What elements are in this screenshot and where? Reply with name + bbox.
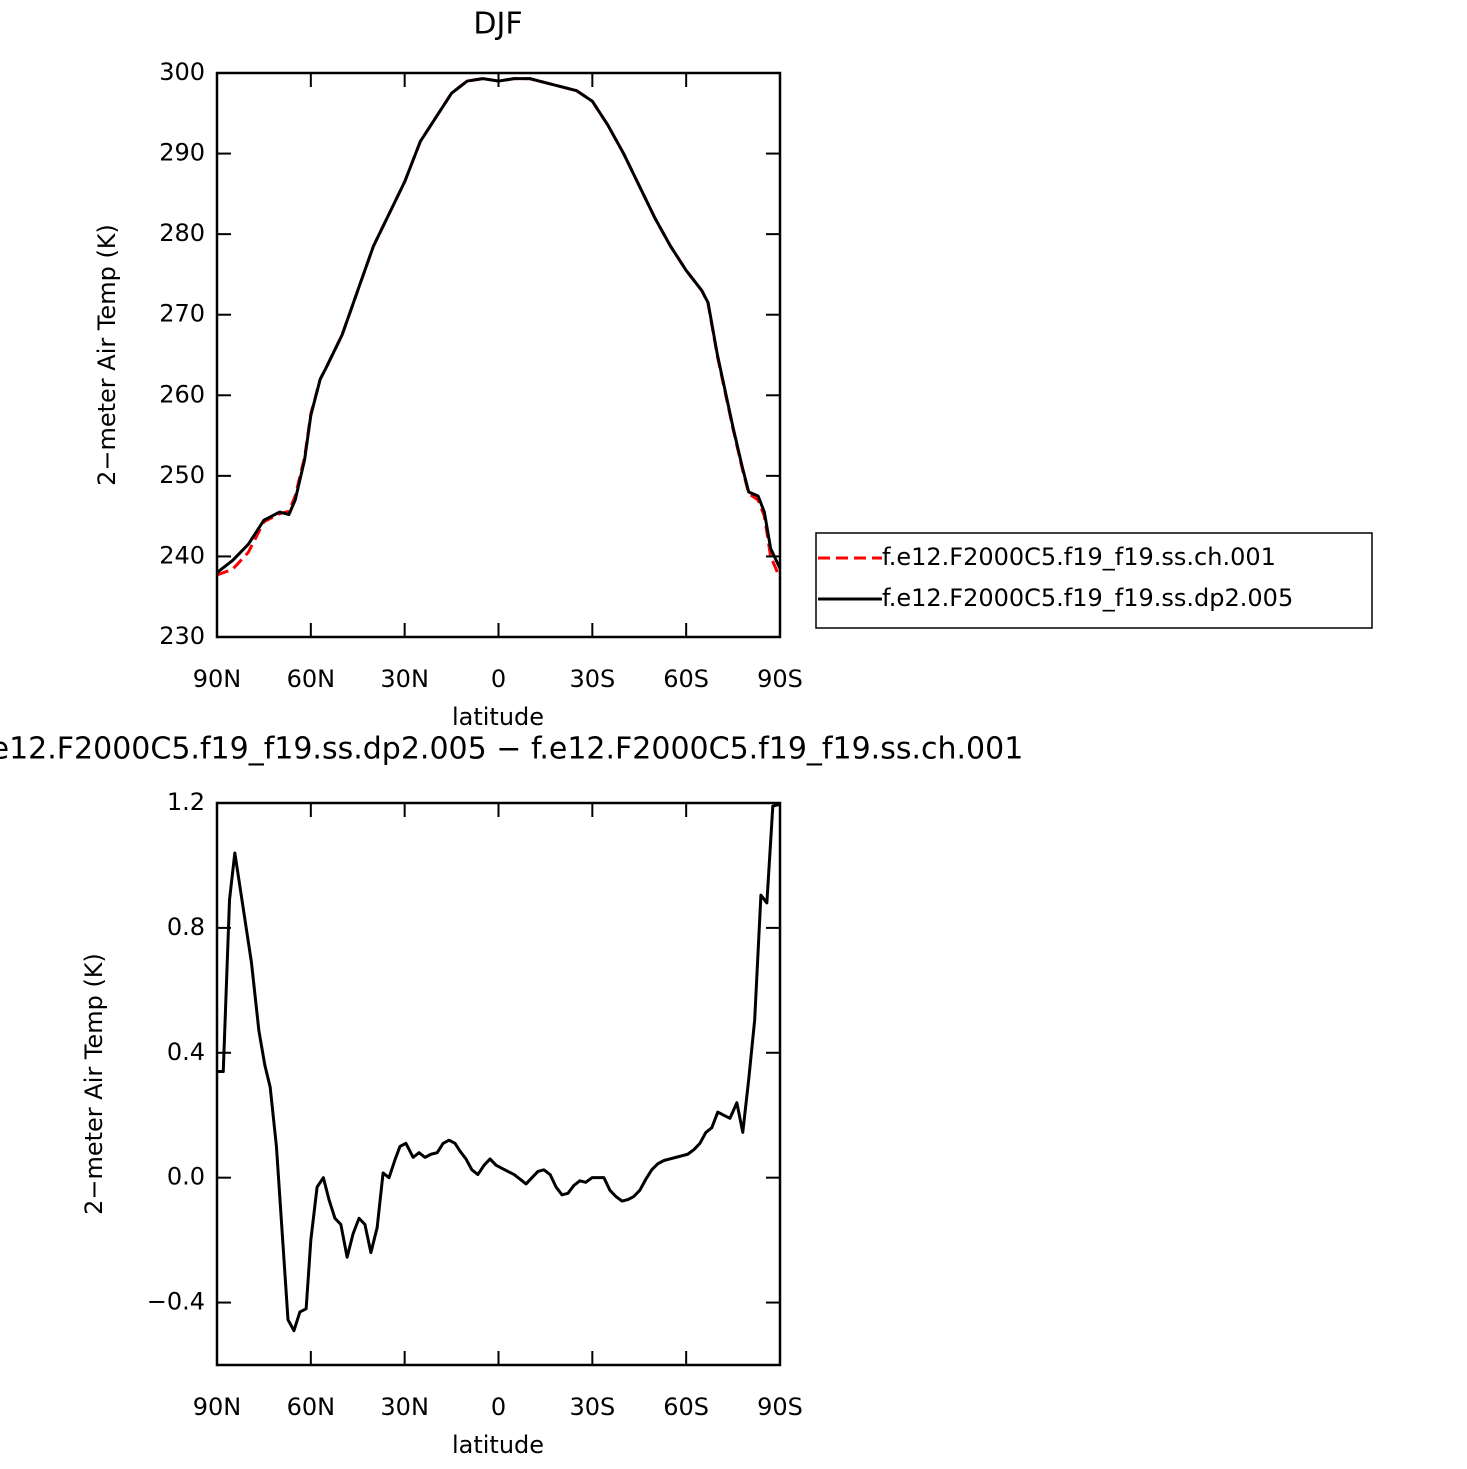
plot-frame xyxy=(215,71,782,639)
y-tick-label: 280 xyxy=(159,219,205,247)
chart-title: DJF xyxy=(473,7,522,42)
x-tick-label: 30S xyxy=(569,1393,615,1421)
x-tick-label: 30N xyxy=(380,1393,429,1421)
y-tick-label: 260 xyxy=(159,380,205,408)
x-tick-label: 30S xyxy=(569,665,615,693)
x-tick-label: 90N xyxy=(193,665,242,693)
y-tick-label: 300 xyxy=(159,58,205,86)
x-axis-label: latitude xyxy=(452,1431,544,1459)
x-tick-label: 60S xyxy=(663,665,709,693)
legend-label: f.e12.F2000C5.f19_f19.ss.dp2.005 xyxy=(882,584,1293,612)
y-tick-label: −0.4 xyxy=(147,1288,205,1316)
y-tick-label: 270 xyxy=(159,300,205,328)
y-tick-label: 0.0 xyxy=(167,1163,205,1191)
plot-frame xyxy=(215,801,782,1367)
y-tick-label: 290 xyxy=(159,139,205,167)
x-tick-label: 90N xyxy=(193,1393,242,1421)
y-axis-label: 2−meter Air Temp (K) xyxy=(93,224,121,486)
x-tick-label: 60N xyxy=(287,665,336,693)
x-tick-label: 30N xyxy=(380,665,429,693)
x-tick-label: 90S xyxy=(757,1393,803,1421)
x-tick-label: 60N xyxy=(287,1393,336,1421)
data-line xyxy=(217,803,780,1333)
y-tick-label: 0.4 xyxy=(167,1038,205,1066)
x-tick-label: 0 xyxy=(491,665,506,693)
x-axis-label: latitude xyxy=(452,703,544,731)
x-tick-label: 90S xyxy=(757,665,803,693)
y-tick-label: 1.2 xyxy=(167,788,205,816)
y-axis-label: 2−meter Air Temp (K) xyxy=(80,953,108,1215)
y-tick-label: 0.8 xyxy=(167,913,205,941)
y-tick-label: 230 xyxy=(159,622,205,650)
chart-title: f.e12.F2000C5.f19_f19.ss.dp2.005 − f.e12… xyxy=(0,732,1023,767)
legend-label: f.e12.F2000C5.f19_f19.ss.ch.001 xyxy=(882,543,1276,571)
data-line xyxy=(216,77,782,574)
legend-box xyxy=(815,532,1373,629)
x-tick-label: 60S xyxy=(663,1393,709,1421)
data-line xyxy=(216,77,782,579)
y-tick-label: 250 xyxy=(159,461,205,489)
y-tick-label: 240 xyxy=(159,541,205,569)
x-tick-label: 0 xyxy=(491,1393,506,1421)
